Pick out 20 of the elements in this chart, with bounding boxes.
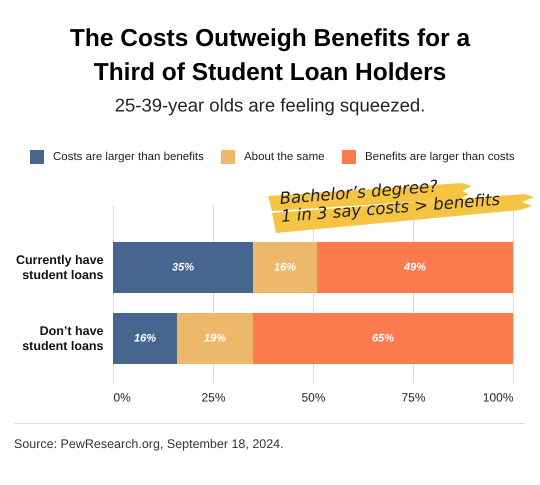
data-label: 16% <box>134 332 156 344</box>
data-label: 49% <box>402 261 426 274</box>
chart-subtitle: 25-39-year olds are feeling squeezed. <box>114 94 426 116</box>
data-label: 16% <box>274 261 296 274</box>
data-label: 19% <box>204 332 226 344</box>
x-tick-label: 75% <box>401 390 426 404</box>
chart-title: The Costs Outweigh Benefits for a Third of Student Loan Holders <box>70 25 470 86</box>
y-tick-label: Currently have student loans <box>16 252 104 282</box>
data-label: 65% <box>372 332 394 344</box>
x-tick-label: 100% <box>482 390 514 404</box>
legend-label: Benefits are larger than costs <box>365 151 515 163</box>
legend-label: About the same <box>244 151 325 163</box>
data-label: 35% <box>172 261 194 274</box>
annotation: Bachelor’s degree? 1 in 3 say costs > benefits <box>278 176 501 226</box>
y-tick-label: Don’t have student loans <box>22 324 104 353</box>
x-tick-label: 25% <box>201 390 226 404</box>
x-tick-label: 50% <box>301 390 326 404</box>
legend-label: Costs are larger than benefits <box>53 151 204 163</box>
x-tick-label: 0% <box>114 390 132 404</box>
source-note: Source: PewResearch.org, September 18, 2024. <box>14 437 284 451</box>
